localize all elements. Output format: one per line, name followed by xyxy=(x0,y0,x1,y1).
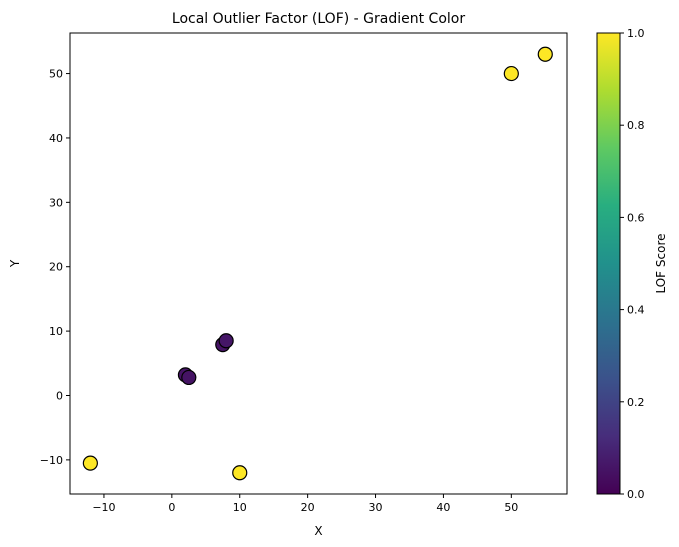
y-axis-label: Y xyxy=(8,259,22,268)
x-tick-label: 30 xyxy=(369,501,383,514)
colorbar-tick-label: 0.4 xyxy=(627,304,645,317)
y-tick-label: 10 xyxy=(49,325,63,338)
colorbar-label: LOF Score xyxy=(654,233,668,293)
y-tick-label: 50 xyxy=(49,68,63,81)
y-tick-label: 0 xyxy=(56,389,63,402)
y-tick-label: 30 xyxy=(49,196,63,209)
x-axis-label: X xyxy=(314,524,322,538)
colorbar xyxy=(596,32,621,495)
y-tick-label: 20 xyxy=(49,261,63,274)
x-tick-label: 50 xyxy=(504,501,518,514)
plot-area-frame xyxy=(69,32,568,495)
scatter-point xyxy=(218,333,234,349)
x-tick-label: 10 xyxy=(233,501,247,514)
scatter-point xyxy=(232,465,248,481)
colorbar-tick-label: 0.8 xyxy=(627,119,645,132)
scatter-point xyxy=(503,65,519,82)
y-axis: −10 0 10 20 30 40 50 xyxy=(40,68,70,467)
x-tick-label: 20 xyxy=(301,501,315,514)
x-tick-label: 0 xyxy=(168,501,175,514)
colorbar-axis: 0.0 0.2 0.4 0.6 0.8 1.0 xyxy=(620,27,645,501)
scatter-point xyxy=(82,455,98,471)
chart-title: Local Outlier Factor (LOF) - Gradient Co… xyxy=(172,11,465,27)
points-layer xyxy=(82,46,553,481)
x-tick-label: −10 xyxy=(92,501,115,514)
scatter-point xyxy=(537,46,553,62)
colorbar-tick-label: 0.6 xyxy=(627,211,645,224)
colorbar-tick-label: 0.2 xyxy=(627,396,645,409)
colorbar-tick-label: 0.0 xyxy=(627,488,645,501)
x-tick-label: 40 xyxy=(436,501,450,514)
y-tick-label: 40 xyxy=(49,132,63,145)
x-axis: −10 0 10 20 30 40 50 xyxy=(92,494,518,514)
colorbar-tick-label: 1.0 xyxy=(627,27,645,40)
y-tick-label: −10 xyxy=(40,454,63,467)
scatter-point xyxy=(181,369,197,386)
